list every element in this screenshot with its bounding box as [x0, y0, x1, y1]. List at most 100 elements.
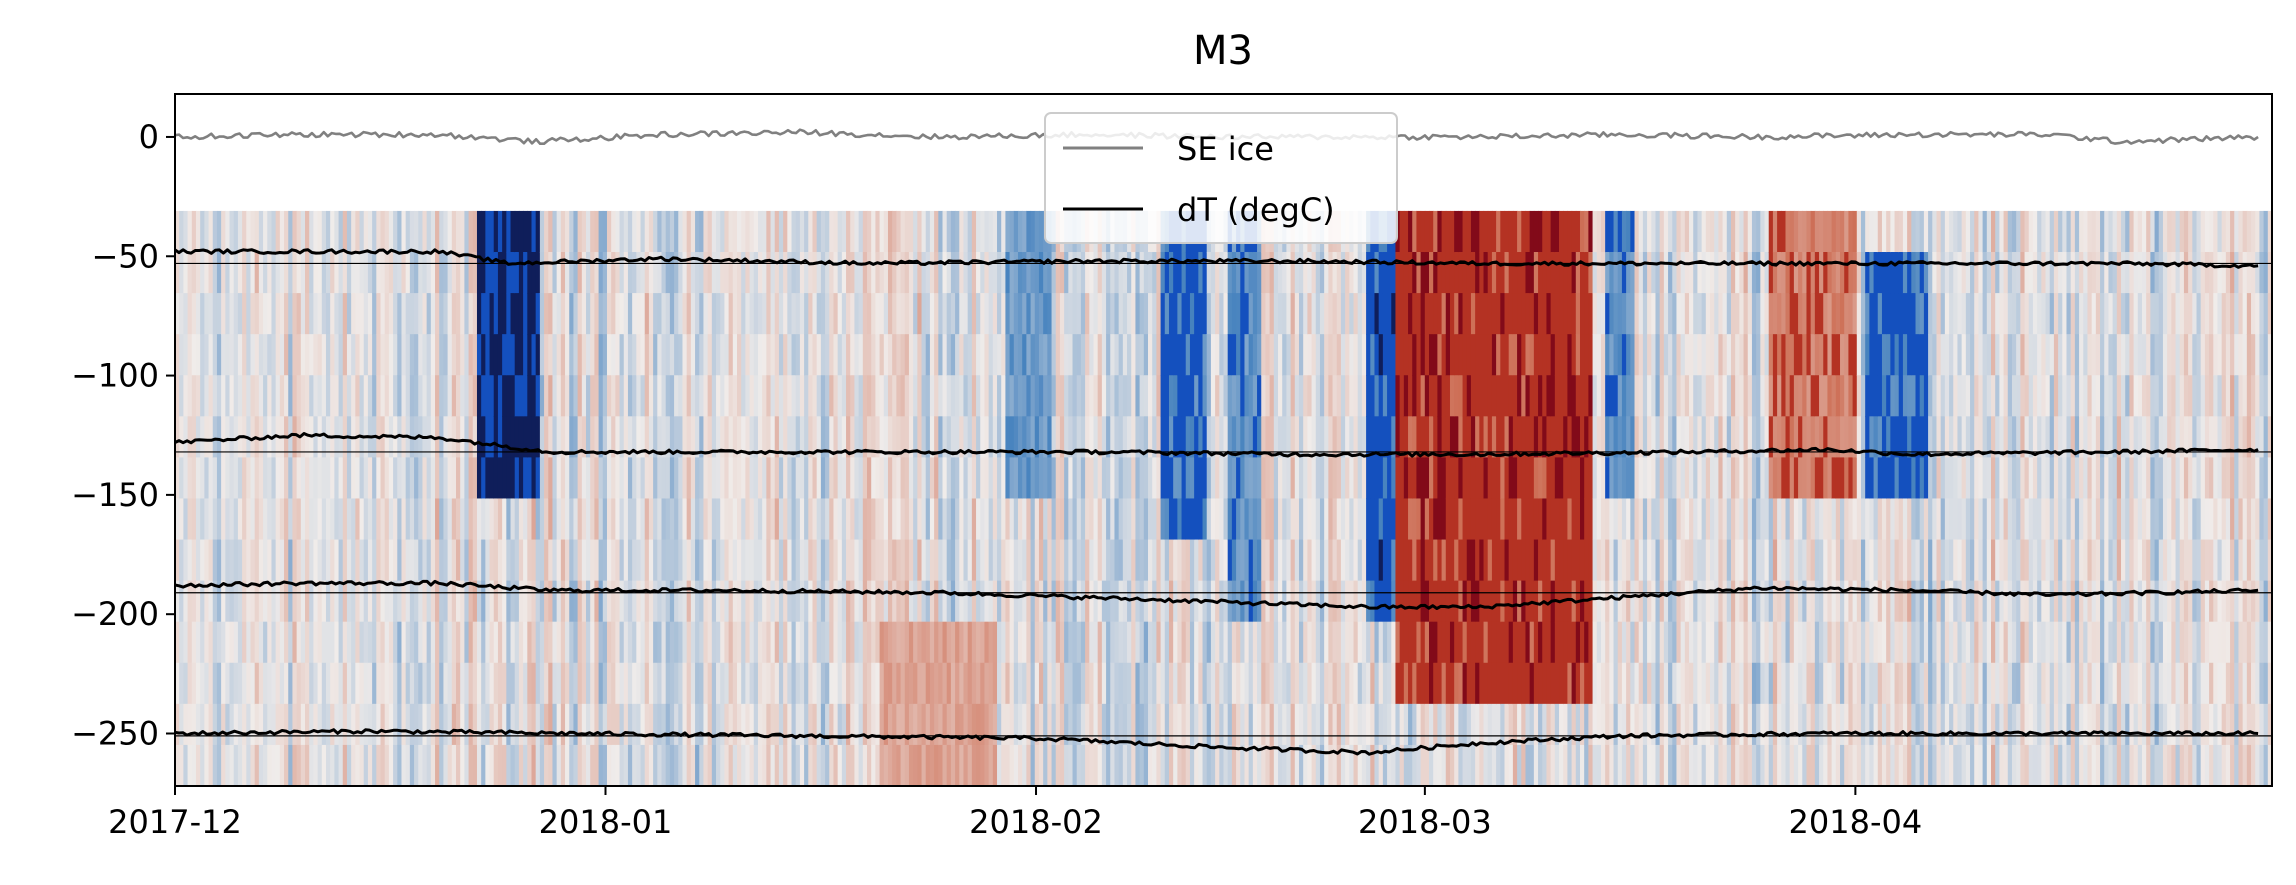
heatmap-cell [929, 334, 935, 376]
heatmap-cell [1609, 252, 1615, 294]
heatmap-cell [250, 210, 256, 253]
heatmap-cell [296, 375, 302, 417]
heatmap-cell [1240, 375, 1246, 417]
heatmap-cell [1303, 252, 1308, 294]
heatmap-cell [908, 334, 914, 376]
heatmap-cell [749, 662, 755, 705]
heatmap-cell [1479, 457, 1485, 500]
heatmap-cell [464, 539, 470, 582]
heatmap-cell [925, 744, 931, 786]
heatmap-cell [1181, 375, 1187, 417]
heatmap-cell [594, 703, 600, 746]
heatmap-cell [1286, 457, 1292, 500]
heatmap-cell [439, 580, 445, 623]
heatmap-cell [573, 703, 579, 746]
heatmap-cell [309, 580, 314, 623]
heatmap-cell [1286, 334, 1292, 376]
heatmap-cell [439, 662, 445, 705]
heatmap-cell [544, 744, 549, 786]
heatmap-cell [1659, 498, 1665, 541]
heatmap-cell [1634, 662, 1640, 705]
heatmap-cell [1357, 580, 1363, 623]
heatmap-cell [1521, 662, 1527, 705]
heatmap-cell [497, 744, 503, 786]
heatmap-cell [1378, 416, 1384, 458]
heatmap-cell [720, 580, 726, 623]
heatmap-cell [695, 744, 700, 786]
heatmap-cell [1374, 703, 1380, 746]
heatmap-cell [1089, 662, 1095, 705]
heatmap-cell [481, 416, 486, 458]
heatmap-cell [1215, 662, 1220, 705]
heatmap-cell [1504, 457, 1510, 500]
heatmap-cell [942, 210, 948, 253]
heatmap-cell [586, 210, 591, 253]
heatmap-cell [716, 293, 721, 335]
heatmap-cell [674, 252, 679, 294]
heatmap-cell [766, 210, 772, 253]
heatmap-cell [1470, 252, 1476, 294]
heatmap-cell [1588, 210, 1594, 253]
heatmap-cell [1466, 293, 1472, 335]
heatmap-cell [791, 457, 797, 500]
heatmap-cell [1328, 293, 1334, 335]
heatmap-cell [1051, 744, 1057, 786]
heatmap-cell [1449, 539, 1455, 582]
heatmap-cell [426, 375, 432, 417]
heatmap-cell [737, 457, 742, 500]
heatmap-cell [661, 375, 667, 417]
heatmap-cell [741, 252, 746, 294]
heatmap-cell [992, 580, 998, 623]
heatmap-cell [636, 580, 642, 623]
heatmap-cell [1202, 416, 1208, 458]
heatmap-cell [363, 580, 369, 623]
heatmap-cell [1106, 416, 1111, 458]
heatmap-cell [1189, 498, 1195, 541]
heatmap-cell [1013, 662, 1019, 705]
heatmap-cell [1345, 662, 1350, 705]
heatmap-cell [1487, 210, 1493, 253]
heatmap-cell [422, 334, 428, 376]
heatmap-cell [321, 744, 327, 786]
heatmap-cell [1139, 293, 1145, 335]
heatmap-cell [1517, 744, 1522, 786]
heatmap-cell [233, 375, 239, 417]
heatmap-cell [300, 457, 306, 500]
heatmap-cell [762, 539, 767, 582]
heatmap-cell [216, 334, 222, 376]
heatmap-cell [338, 703, 344, 746]
heatmap-cell [325, 621, 331, 664]
heatmap-cell [426, 703, 432, 746]
heatmap-cell [1026, 457, 1032, 500]
heatmap-cell [313, 580, 319, 623]
heatmap-cell [187, 210, 193, 253]
heatmap-cell [376, 334, 382, 376]
heatmap-cell [292, 498, 298, 541]
heatmap-cell [476, 375, 482, 417]
heatmap-cell [590, 293, 595, 335]
heatmap-cell [422, 498, 428, 541]
heatmap-cell [1609, 416, 1615, 458]
heatmap-cell [1663, 252, 1669, 294]
heatmap-cell [212, 498, 218, 541]
heatmap-cell [372, 744, 377, 786]
heatmap-cell [1454, 457, 1459, 500]
heatmap-cell [1034, 210, 1040, 253]
heatmap-cell [1080, 580, 1086, 623]
heatmap-cell [1286, 662, 1292, 705]
heatmap-cell [1412, 210, 1418, 253]
heatmap-cell [1458, 375, 1464, 417]
heatmap-cell [1080, 539, 1086, 582]
heatmap-cell [1626, 498, 1631, 541]
heatmap-cell [1420, 416, 1426, 458]
heatmap-cell [799, 334, 805, 376]
heatmap-cell [778, 744, 784, 786]
heatmap-cell [1466, 580, 1472, 623]
heatmap-cell [175, 252, 180, 294]
heatmap-cell [204, 703, 210, 746]
heatmap-cell [615, 334, 621, 376]
heatmap-cell [1156, 293, 1162, 335]
heatmap-cell [346, 457, 352, 500]
heatmap-cell [1022, 621, 1027, 664]
heatmap-cell [472, 375, 478, 417]
